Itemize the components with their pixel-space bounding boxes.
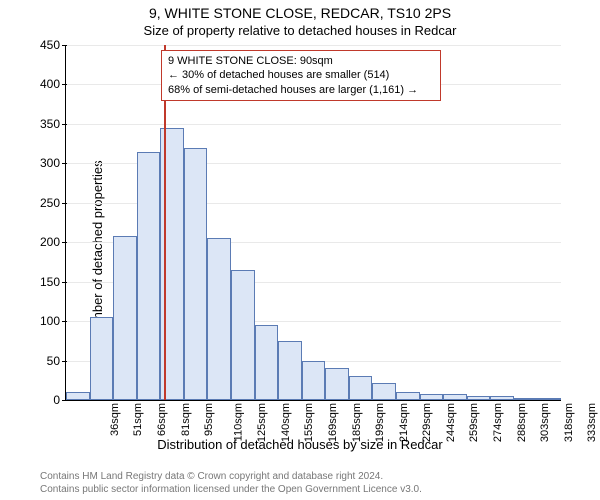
- y-tick-label: 50: [47, 354, 66, 368]
- annotation-line: ← 30% of detached houses are smaller (51…: [168, 68, 434, 82]
- x-tick-label: 66sqm: [154, 403, 168, 436]
- histogram-bar: [113, 236, 137, 400]
- marker-annotation: 9 WHITE STONE CLOSE: 90sqm← 30% of detac…: [161, 50, 441, 101]
- histogram-bar: [490, 396, 514, 400]
- x-tick-label: 81sqm: [178, 403, 192, 436]
- histogram-bar: [302, 361, 326, 400]
- annotation-line: 68% of semi-detached houses are larger (…: [168, 83, 434, 97]
- histogram-bar: [90, 317, 114, 400]
- histogram-bar: [372, 383, 396, 400]
- histogram-bar: [184, 148, 208, 400]
- histogram-bar: [231, 270, 255, 400]
- footer-line1: Contains HM Land Registry data © Crown c…: [40, 471, 422, 484]
- x-tick-label: 51sqm: [130, 403, 144, 436]
- x-tick-label: 95sqm: [201, 403, 215, 436]
- footer-line2: Contains public sector information licen…: [40, 484, 422, 497]
- y-tick-label: 0: [53, 393, 66, 407]
- x-tick-label: 110sqm: [230, 403, 244, 441]
- y-tick-label: 350: [40, 117, 66, 131]
- y-tick-label: 100: [40, 314, 66, 328]
- y-tick-label: 450: [40, 38, 66, 52]
- y-tick-label: 400: [40, 77, 66, 91]
- chart-container: 9, WHITE STONE CLOSE, REDCAR, TS10 2PS S…: [0, 0, 600, 500]
- histogram-bar: [207, 238, 231, 400]
- histogram-bar: [66, 392, 90, 400]
- histogram-bar: [325, 368, 349, 400]
- annotation-line: 9 WHITE STONE CLOSE: 90sqm: [168, 54, 434, 68]
- page-title: 9, WHITE STONE CLOSE, REDCAR, TS10 2PS: [0, 5, 600, 21]
- x-tick-label: 36sqm: [107, 403, 121, 436]
- histogram-bar: [349, 376, 373, 400]
- histogram-bar: [443, 394, 467, 400]
- footer-text: Contains HM Land Registry data © Crown c…: [40, 471, 422, 496]
- histogram-bar: [255, 325, 279, 400]
- y-tick-label: 300: [40, 156, 66, 170]
- histogram-bar: [278, 341, 302, 400]
- page-subtitle: Size of property relative to detached ho…: [0, 23, 600, 38]
- y-tick-label: 150: [40, 275, 66, 289]
- histogram-bar: [137, 152, 161, 401]
- plot-area: 05010015020025030035040045036sqm51sqm66s…: [65, 45, 561, 401]
- y-tick-label: 250: [40, 196, 66, 210]
- x-axis-label: Distribution of detached houses by size …: [0, 437, 600, 452]
- histogram-bar: [514, 398, 538, 400]
- histogram-bar: [396, 392, 420, 400]
- histogram-bar: [537, 398, 561, 400]
- y-tick-label: 200: [40, 235, 66, 249]
- histogram-bar: [420, 394, 444, 400]
- histogram-bar: [467, 396, 491, 400]
